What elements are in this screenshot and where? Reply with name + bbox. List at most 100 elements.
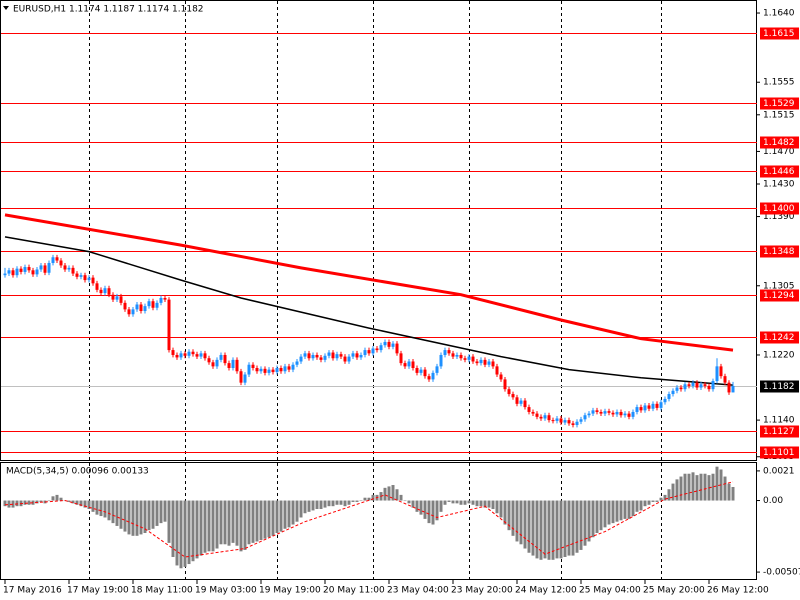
macd-bar bbox=[619, 500, 623, 521]
candle-body bbox=[119, 296, 123, 303]
y-tick-label: 1.1640 bbox=[763, 9, 795, 19]
macd-bar bbox=[355, 500, 359, 502]
candle-body bbox=[579, 419, 583, 422]
candle-body bbox=[199, 353, 203, 357]
candle-body bbox=[183, 353, 187, 356]
candle-body bbox=[671, 390, 675, 395]
macd-bar bbox=[323, 500, 327, 508]
macd-bar bbox=[483, 500, 487, 508]
macd-bar bbox=[551, 500, 555, 560]
level-label: 1.1348 bbox=[763, 247, 795, 257]
macd-bar bbox=[283, 500, 287, 529]
candle-body bbox=[603, 411, 607, 414]
candle-body bbox=[383, 341, 387, 346]
overlay-line bbox=[4, 481, 734, 558]
macd-bar bbox=[403, 500, 407, 502]
candle-body bbox=[171, 350, 175, 355]
macd-bar bbox=[547, 500, 551, 560]
candle-body bbox=[619, 411, 623, 416]
macd-bar bbox=[387, 486, 391, 501]
candle-body bbox=[663, 398, 667, 403]
level-label: 1.1127 bbox=[763, 427, 795, 437]
candle-body bbox=[563, 420, 567, 423]
candle-body bbox=[195, 354, 199, 357]
candle-body bbox=[371, 348, 375, 354]
macd-bar bbox=[327, 500, 331, 507]
candle-body bbox=[639, 407, 643, 411]
macd-bar bbox=[531, 500, 535, 556]
candle-body bbox=[439, 354, 443, 367]
level-label-box bbox=[760, 289, 799, 302]
candle-body bbox=[131, 309, 135, 315]
macd-bar bbox=[159, 500, 163, 524]
macd-bar bbox=[211, 500, 215, 552]
macd-bar bbox=[331, 500, 335, 507]
macd-bar bbox=[99, 500, 103, 517]
macd-bar bbox=[647, 500, 651, 505]
candle-body bbox=[167, 299, 171, 351]
candle-body bbox=[319, 357, 323, 360]
macd-bar bbox=[259, 500, 263, 541]
candle-body bbox=[187, 351, 191, 356]
candle-body bbox=[675, 387, 679, 391]
macd-bar bbox=[231, 500, 235, 543]
x-tick-label: 17 May 2016 bbox=[3, 586, 62, 596]
candle-body bbox=[47, 262, 51, 273]
macd-bar bbox=[699, 473, 703, 501]
macd-bar bbox=[463, 500, 467, 505]
candle-body bbox=[327, 352, 331, 356]
macd-bar bbox=[119, 500, 123, 529]
macd-bar bbox=[555, 500, 559, 559]
macd-bar bbox=[427, 500, 431, 524]
candle-body bbox=[591, 410, 595, 414]
macd-bar bbox=[287, 500, 291, 528]
candle-body bbox=[111, 294, 115, 300]
candle-body bbox=[647, 405, 651, 409]
macd-bar bbox=[723, 476, 727, 501]
main-panel bbox=[0, 0, 757, 461]
candle-body bbox=[287, 366, 291, 370]
macd-bar bbox=[15, 500, 19, 507]
candle-body bbox=[631, 411, 635, 417]
candle-body bbox=[219, 354, 223, 360]
level-label: 1.1446 bbox=[763, 167, 795, 177]
candle-body bbox=[515, 397, 519, 404]
candle-body bbox=[235, 359, 239, 372]
macd-bar bbox=[695, 475, 699, 501]
macd-panel bbox=[0, 462, 757, 580]
candle-body bbox=[567, 420, 571, 424]
candle-body bbox=[311, 354, 315, 359]
candle-body bbox=[143, 306, 147, 312]
candle-body bbox=[551, 420, 555, 422]
candle-body bbox=[247, 364, 251, 375]
macd-bar bbox=[83, 500, 87, 508]
candle-body bbox=[503, 379, 507, 390]
y-tick-label: -0.00507 bbox=[763, 568, 800, 578]
x-tick-label: 25 May 20:00 bbox=[643, 586, 705, 596]
candle-body bbox=[727, 382, 731, 393]
macd-bar bbox=[423, 500, 427, 519]
candle-body bbox=[263, 368, 267, 373]
candle-body bbox=[211, 362, 215, 367]
candle-body bbox=[683, 384, 687, 390]
candle-body bbox=[687, 384, 691, 386]
macd-bar bbox=[79, 500, 83, 507]
macd-bar bbox=[475, 500, 479, 507]
candle-body bbox=[595, 410, 599, 412]
candle-body bbox=[295, 361, 299, 365]
candle-body bbox=[423, 369, 427, 377]
macd-bar bbox=[583, 500, 587, 546]
macd-bar bbox=[579, 500, 583, 550]
candle-body bbox=[223, 354, 227, 364]
candle-body bbox=[511, 394, 515, 398]
macd-bar bbox=[87, 500, 91, 510]
macd-bar bbox=[219, 500, 223, 545]
macd-bar bbox=[595, 500, 599, 533]
level-label-box bbox=[760, 202, 799, 215]
macd-bar bbox=[279, 500, 283, 532]
candle-body bbox=[459, 354, 463, 359]
macd-bar bbox=[255, 500, 259, 542]
candle-body bbox=[87, 277, 91, 281]
level-label-box bbox=[760, 245, 799, 258]
